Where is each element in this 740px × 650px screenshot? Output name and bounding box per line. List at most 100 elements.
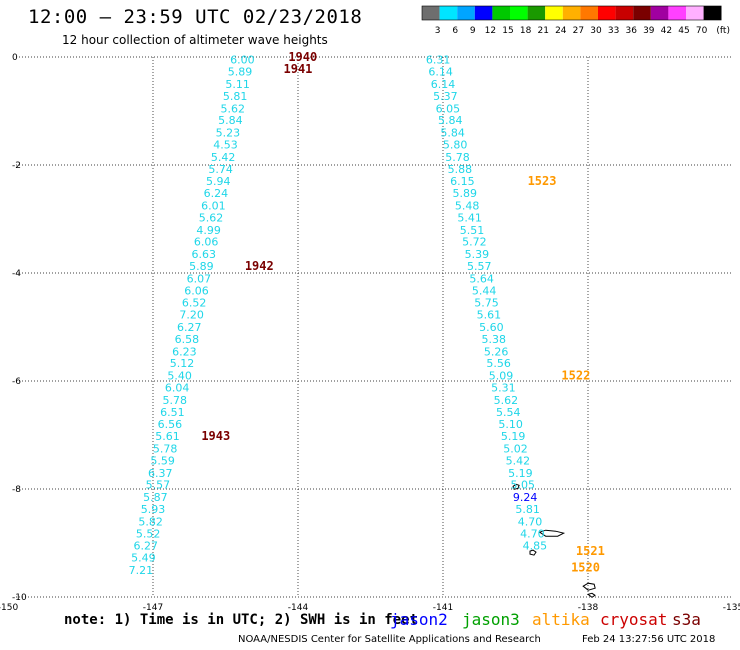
- colorbar-tick-label: 45: [678, 26, 689, 36]
- wave-height-value: 6.05: [436, 102, 461, 115]
- mission-label-jason3: jason3: [462, 610, 520, 629]
- colorbar-tick-label: 24: [555, 26, 567, 36]
- wave-height-value: 9.24: [513, 491, 538, 504]
- wave-height-value: 5.89: [189, 260, 214, 273]
- island-outline: [538, 529, 566, 537]
- generation-timestamp: Feb 24 13:27:56 UTC 2018: [582, 634, 716, 645]
- colorbar-tick-label: 42: [661, 26, 672, 36]
- wave-height-value: 4.70: [520, 527, 545, 540]
- colorbar-swatch: [492, 6, 510, 20]
- mission-label-jason2: jason2: [390, 610, 448, 629]
- wave-height-value: 6.52: [182, 297, 207, 310]
- pass-time-label: 1942: [245, 259, 274, 273]
- wave-height-value: 6.06: [194, 236, 219, 249]
- latitude-tick-label: -8: [12, 485, 21, 495]
- units-note: note: 1) Time is in UTC; 2) SWH is in fe…: [64, 612, 419, 628]
- longitude-tick-label: -135: [723, 603, 740, 613]
- wave-height-value: 5.87: [143, 491, 168, 504]
- colorbar-tick-label: 70: [696, 26, 708, 36]
- colorbar-tick-label: 27: [573, 26, 584, 36]
- colorbar-tick-label: 15: [502, 26, 513, 36]
- wave-height-value: 5.78: [153, 443, 178, 456]
- wave-height-value: 5.57: [467, 260, 492, 273]
- colorbar-swatch: [422, 6, 440, 20]
- colorbar-tick-label: 33: [608, 26, 619, 36]
- wave-height-value: 5.94: [206, 175, 231, 188]
- wave-height-value: 5.84: [218, 114, 243, 127]
- wave-height-value: 7.21: [129, 564, 154, 577]
- wave-height-value: 5.02: [503, 443, 528, 456]
- colorbar-swatch: [703, 6, 722, 20]
- wave-height-value: 5.74: [208, 163, 233, 176]
- wave-height-value: 6.51: [160, 406, 185, 419]
- wave-height-value: 5.61: [477, 309, 502, 322]
- wave-height-value: 6.14: [428, 66, 453, 79]
- colorbar-swatch: [439, 6, 458, 20]
- wave-height-value: 5.64: [469, 272, 494, 285]
- longitude-tick-label: -141: [433, 603, 453, 613]
- wave-height-value: 6.24: [204, 187, 229, 200]
- wave-height-value: 5.44: [472, 284, 497, 297]
- wave-height-value: 5.62: [221, 102, 246, 115]
- wave-height-value: 5.41: [457, 211, 482, 224]
- colorbar-tick-label: 12: [485, 26, 496, 36]
- island-outline: [586, 592, 596, 598]
- mission-label-s3a: s3a: [672, 610, 701, 629]
- colorbar-swatch: [668, 6, 686, 20]
- map-title: 12:00 – 23:59 UTC 02/23/2018: [28, 6, 363, 28]
- wave-height-value: 6.27: [134, 540, 159, 553]
- wave-height-value: 4.99: [196, 224, 221, 237]
- wave-height-value: 5.52: [136, 527, 161, 540]
- longitude-tick-label: -147: [143, 603, 163, 613]
- wave-height-value: 6.58: [175, 333, 200, 346]
- wave-height-value: 6.07: [187, 272, 212, 285]
- wave-height-value: 5.19: [501, 430, 526, 443]
- wave-height-value: 5.81: [223, 90, 248, 103]
- wave-height-value: 6.06: [184, 284, 209, 297]
- wave-height-value: 5.62: [494, 394, 519, 407]
- wave-height-value: 6.04: [165, 381, 190, 394]
- wave-height-value: 5.57: [146, 479, 171, 492]
- wave-height-value: 5.49: [131, 552, 156, 565]
- wave-height-value: 5.38: [482, 333, 507, 346]
- pass-time-label: 1941: [284, 62, 313, 76]
- island-outline: [529, 549, 537, 556]
- island-outline: [512, 483, 520, 490]
- longitude-tick-label: -144: [288, 603, 309, 613]
- colorbar-swatch: [474, 6, 493, 20]
- wave-height-value: 5.48: [455, 200, 480, 213]
- colorbar-tick-label: 9: [470, 26, 476, 36]
- colorbar-swatch: [615, 6, 634, 20]
- pass-time-label: 1522: [561, 369, 590, 383]
- island-outline: [582, 582, 596, 591]
- wave-height-value: 5.56: [486, 357, 511, 370]
- wave-height-value: 7.20: [179, 309, 204, 322]
- wave-height-value: 5.78: [445, 151, 470, 164]
- wave-height-value: 5.93: [141, 503, 166, 516]
- colorbar-tick-label: 18: [520, 26, 532, 36]
- wave-height-value: 5.05: [511, 479, 536, 492]
- wave-height-value: 5.81: [515, 503, 540, 516]
- colorbar-tick-label: 30: [590, 26, 602, 36]
- wave-height-value: 6.14: [431, 78, 456, 91]
- wave-height-value: 5.40: [167, 370, 192, 383]
- wave-height-value: 5.54: [496, 406, 521, 419]
- pass-time-label: 1943: [201, 429, 230, 443]
- pass-time-label: 1940: [288, 50, 317, 64]
- colorbar-swatch: [598, 6, 616, 20]
- wave-height-value: 5.80: [443, 138, 468, 151]
- wave-height-value: 5.84: [440, 127, 465, 140]
- wave-height-value: 5.11: [225, 78, 250, 91]
- wave-height-value: 5.60: [479, 321, 504, 334]
- wave-height-value: 6.27: [177, 321, 202, 334]
- colorbar-tick-label: 3: [435, 26, 441, 36]
- wave-height-value: 6.31: [426, 54, 451, 67]
- wave-height-value: 5.62: [199, 211, 224, 224]
- wave-height-value: 5.88: [448, 163, 473, 176]
- wave-height-value: 5.31: [491, 381, 516, 394]
- wave-height-value: 4.85: [523, 540, 548, 553]
- wave-height-value: 5.51: [460, 224, 485, 237]
- colorbar-swatch: [562, 6, 581, 20]
- colorbar-swatch: [686, 6, 704, 20]
- wave-height-value: 6.63: [192, 248, 217, 261]
